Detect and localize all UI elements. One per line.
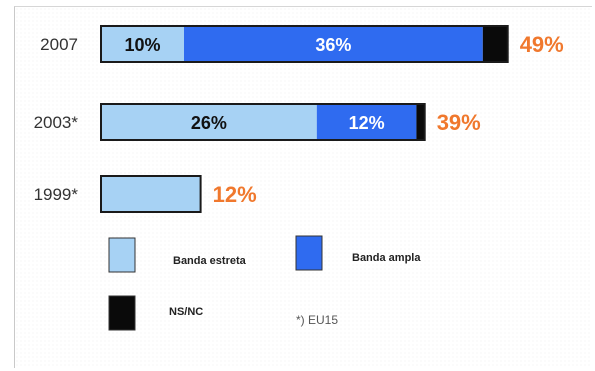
bar-outline — [100, 25, 509, 63]
bar-segment — [101, 176, 201, 212]
legend-swatch — [295, 235, 323, 271]
segment-value-label: 12% — [349, 113, 385, 133]
bar-segment — [316, 104, 417, 140]
total-value-label: 12% — [213, 182, 257, 207]
year-label: 2007 — [40, 35, 78, 54]
total-value-label: 49% — [520, 32, 564, 57]
legend-label: NS/NC — [169, 306, 203, 318]
year-label: 1999* — [34, 185, 79, 204]
bar-segment — [184, 26, 483, 62]
footnote: *) EU15 — [296, 313, 338, 327]
segment-value-label: 26% — [191, 113, 227, 133]
bar-segment — [416, 104, 425, 140]
total-value-label: 39% — [437, 110, 481, 135]
bar-segment — [482, 26, 508, 62]
legend-label: Banda estreta — [173, 255, 247, 267]
legend-label: Banda ampla — [352, 252, 421, 264]
legend-swatch — [108, 237, 136, 273]
segment-value-label: 36% — [315, 35, 351, 55]
bar-segment — [101, 104, 317, 140]
bar-outline — [100, 175, 202, 213]
segment-value-label: 10% — [124, 35, 160, 55]
bar-outline — [100, 103, 426, 141]
year-label: 2003* — [34, 113, 79, 132]
bar-segment — [101, 26, 184, 62]
legend-swatch — [108, 295, 136, 331]
